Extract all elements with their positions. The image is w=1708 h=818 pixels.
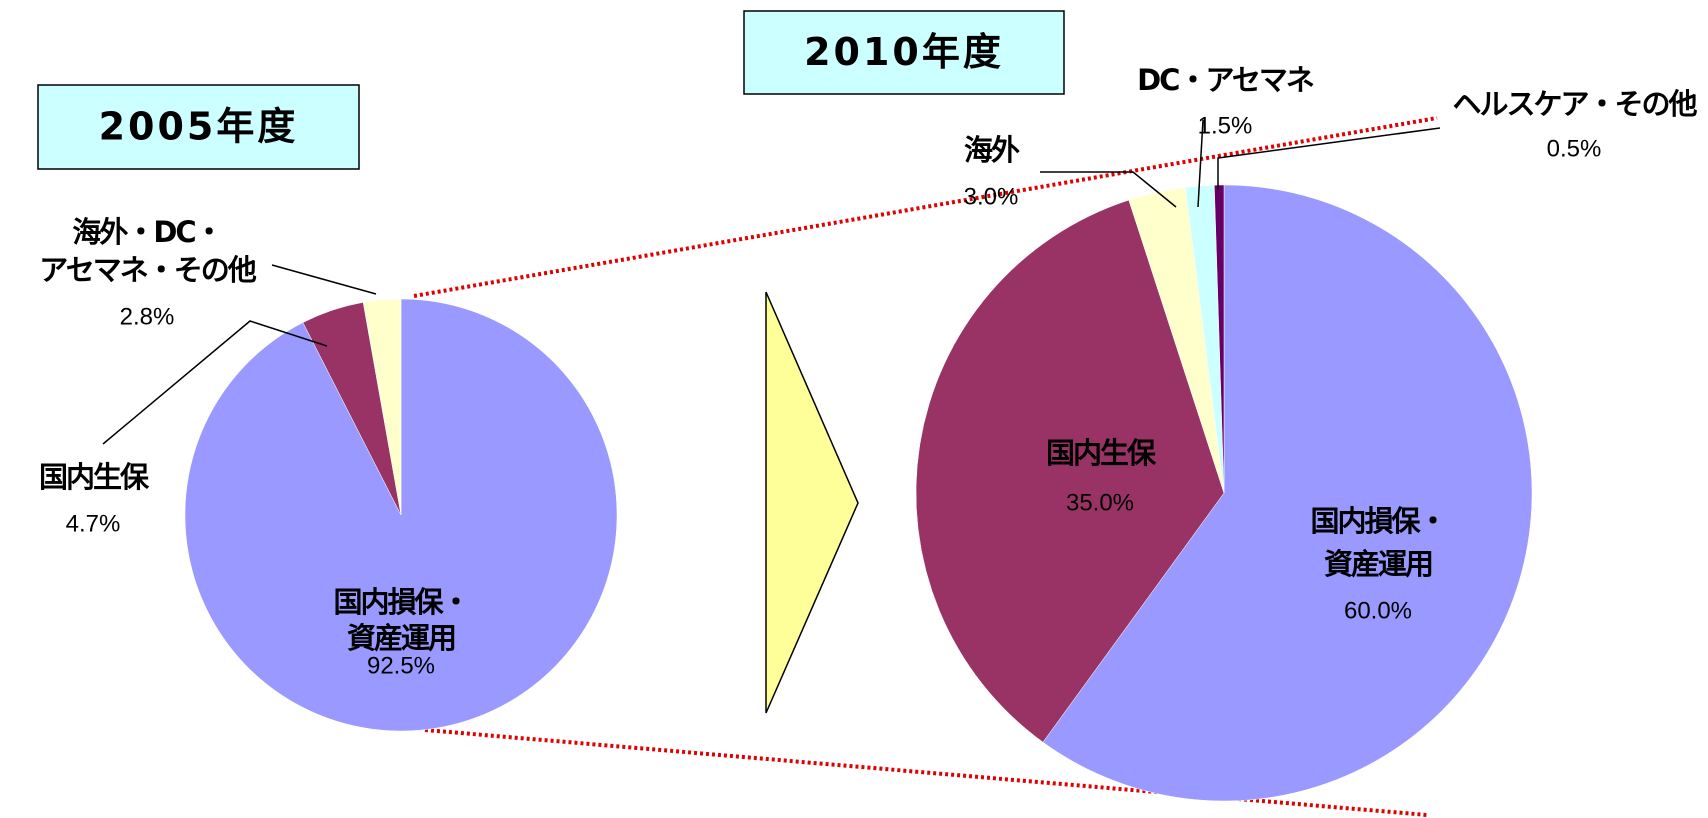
value-label: 1.5% xyxy=(1198,112,1253,139)
value-label: 92.5% xyxy=(367,652,435,679)
pie-slice xyxy=(362,298,402,516)
category-label: 資産運用 xyxy=(347,621,455,655)
leader-line xyxy=(1197,119,1204,208)
leader-line xyxy=(271,264,377,295)
category-label: 国内損保・ xyxy=(1310,504,1445,538)
chart-title: 2010年度 xyxy=(804,30,1004,74)
value-label: 4.7% xyxy=(66,510,121,537)
category-label: 海外・DC・ xyxy=(72,215,221,249)
pie-slice xyxy=(1042,184,1533,802)
leader-line xyxy=(1217,127,1441,190)
category-label: DC・アセマネ xyxy=(1137,63,1314,97)
category-label: 国内損保・ xyxy=(333,585,468,619)
category-label: 海外 xyxy=(964,133,1020,167)
category-label: 資産運用 xyxy=(1324,547,1432,581)
pie-slice xyxy=(1214,184,1225,494)
value-label: 60.0% xyxy=(1344,597,1412,624)
value-label: 3.0% xyxy=(964,183,1019,210)
leader-line xyxy=(1040,171,1177,208)
zoom-line xyxy=(413,116,1438,298)
pie-slice xyxy=(915,199,1225,743)
category-label: アセマネ・その他 xyxy=(39,253,256,287)
category-label: 国内生保 xyxy=(39,460,150,494)
title-box xyxy=(743,10,1065,95)
value-label: 35.0% xyxy=(1066,489,1134,516)
arrow xyxy=(765,291,859,714)
leader-line xyxy=(102,320,328,445)
value-label: 2.8% xyxy=(120,303,175,330)
title-box xyxy=(37,84,360,170)
category-label: ヘルスケア・その他 xyxy=(1452,87,1697,121)
category-label: 国内生保 xyxy=(1046,436,1157,470)
value-label: 0.5% xyxy=(1547,135,1602,162)
chart-title: 2005年度 xyxy=(99,105,299,149)
